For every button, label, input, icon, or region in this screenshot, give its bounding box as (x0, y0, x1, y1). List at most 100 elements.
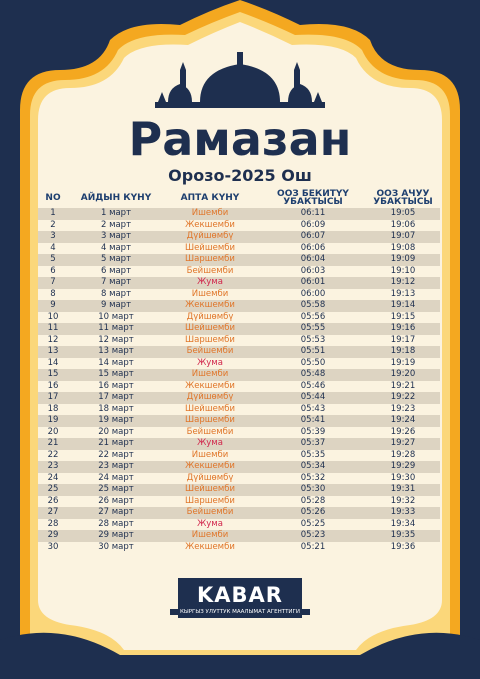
table-row: 6 6 март Бейшемби 06:03 19:10 (38, 266, 440, 278)
iftar-time: 19:19 (390, 357, 416, 368)
suhoor-time: 05:44 (300, 392, 326, 402)
day-number: 28 (47, 518, 59, 529)
iftar-time: 19:14 (390, 300, 416, 310)
logo: KABAR (197, 583, 283, 607)
suhoor-time: 05:46 (300, 380, 326, 391)
suhoor-time: 05:39 (300, 426, 326, 437)
day-number: 13 (47, 346, 59, 356)
iftar-time: 19:13 (390, 288, 416, 299)
table-row: 23 23 март Жекшемби 05:34 19:29 (38, 461, 440, 473)
table-row: 19 19 март Шаршемби 05:41 19:24 (38, 415, 440, 427)
weekday: Бейшемби (186, 507, 234, 517)
date: 30 март (98, 541, 134, 552)
date: 7 март (100, 277, 132, 287)
table-row: 5 5 март Шаршемби 06:04 19:09 (38, 254, 440, 266)
iftar-time: 19:30 (390, 472, 416, 483)
suhoor-time: 06:03 (300, 265, 326, 276)
date: 14 март (98, 357, 134, 368)
table-row: 13 13 март Бейшемби 05:51 19:18 (38, 346, 440, 358)
column-header: АЙДЫН КҮНҮ (80, 193, 152, 203)
suhoor-time: 05:30 (300, 484, 326, 494)
iftar-time: 19:31 (390, 484, 416, 494)
iftar-time: 19:18 (390, 346, 416, 356)
table-row: 28 28 март Жума 05:25 19:34 (38, 519, 440, 531)
weekday: Дүйшөмбү (186, 472, 234, 483)
suhoor-time: 06:09 (300, 219, 326, 230)
table-row: 14 14 март Жума 05:50 19:19 (38, 358, 440, 370)
weekday: Шейшемби (184, 323, 236, 333)
day-number: 21 (47, 438, 59, 448)
date: 22 март (98, 449, 134, 460)
table-row: 29 29 март Ишемби 05:23 19:35 (38, 530, 440, 542)
table-row: 15 15 март Ишемби 05:48 19:20 (38, 369, 440, 381)
iftar-time: 19:21 (390, 380, 416, 391)
suhoor-time: 05:37 (300, 438, 326, 448)
suhoor-time: 06:07 (300, 231, 326, 241)
date: 8 март (100, 288, 132, 299)
day-number: 11 (47, 323, 59, 333)
day-number: 3 (50, 231, 56, 241)
suhoor-time: 06:04 (300, 254, 326, 264)
day-number: 4 (50, 242, 56, 253)
table-row: 17 17 март Дүйшөмбү 05:44 19:22 (38, 392, 440, 404)
date: 23 март (98, 461, 134, 471)
date: 12 март (98, 334, 134, 345)
weekday: Ишемби (191, 369, 229, 379)
suhoor-time: 06:00 (300, 288, 326, 299)
iftar-time: 19:32 (390, 495, 416, 506)
weekday: Жума (197, 518, 223, 529)
weekday: Жума (197, 438, 223, 448)
column-header: ООЗ БЕКИТҮҮ УБАКТЫСЫ (277, 189, 349, 207)
iftar-time: 19:06 (390, 219, 416, 230)
day-number: 29 (47, 530, 59, 540)
table-row: 1 1 март Ишемби 06:11 19:05 (38, 208, 440, 220)
weekday: Шаршемби (185, 495, 235, 506)
suhoor-time: 05:21 (300, 541, 326, 552)
column-header: АПТА КҮНҮ (180, 193, 240, 203)
weekday: Дүйшөмбү (186, 231, 234, 241)
table-row: 8 8 март Ишемби 06:00 19:13 (38, 289, 440, 301)
weekday: Ишемби (191, 288, 229, 299)
date: 28 март (98, 518, 134, 529)
day-number: 7 (50, 277, 56, 287)
weekday: Жума (197, 277, 223, 287)
day-number: 9 (50, 300, 56, 310)
table-header: NO АЙДЫН КҮНҮ АПТА КҮНҮ ООЗ БЕКИТҮҮ УБАКТЫС… (38, 190, 440, 208)
table-row: 9 9 март Жекшемби 05:58 19:14 (38, 300, 440, 312)
day-number: 1 (50, 208, 56, 218)
day-number: 2 (50, 219, 56, 230)
date: 2 март (100, 219, 132, 230)
weekday: Шейшемби (184, 403, 236, 414)
table-row: 2 2 март Жекшемби 06:09 19:06 (38, 220, 440, 232)
weekday: Шаршемби (185, 254, 235, 264)
weekday: Бейшемби (186, 346, 234, 356)
weekday: Бейшемби (186, 426, 234, 437)
suhoor-time: 05:25 (300, 518, 326, 529)
day-number: 18 (47, 403, 59, 414)
table-row: 11 11 март Шейшемби 05:55 19:16 (38, 323, 440, 335)
suhoor-time: 05:28 (300, 495, 326, 506)
day-number: 5 (50, 254, 56, 264)
suhoor-time: 05:50 (300, 357, 326, 368)
table-row: 27 27 март Бейшемби 05:26 19:33 (38, 507, 440, 519)
suhoor-time: 05:35 (300, 449, 326, 460)
suhoor-time: 05:34 (300, 461, 326, 471)
tagline: КЫРГЫЗ УЛУТТУК МААЛЫМАТ АГЕНТТИГИ (170, 609, 310, 615)
weekday: Жекшемби (185, 461, 235, 471)
date: 29 март (98, 530, 134, 540)
weekday: Жекшемби (185, 219, 235, 230)
weekday: Жекшемби (185, 300, 235, 310)
iftar-time: 19:27 (390, 438, 416, 448)
iftar-time: 19:12 (390, 277, 416, 287)
iftar-time: 19:24 (390, 415, 416, 425)
day-number: 25 (47, 484, 59, 494)
date: 20 март (98, 426, 134, 437)
weekday: Ишемби (191, 530, 229, 540)
day-number: 12 (47, 334, 59, 345)
table-row: 7 7 март Жума 06:01 19:12 (38, 277, 440, 289)
table-row: 20 20 март Бейшемби 05:39 19:26 (38, 427, 440, 439)
iftar-time: 19:28 (390, 449, 416, 460)
suhoor-time: 06:01 (300, 277, 326, 287)
